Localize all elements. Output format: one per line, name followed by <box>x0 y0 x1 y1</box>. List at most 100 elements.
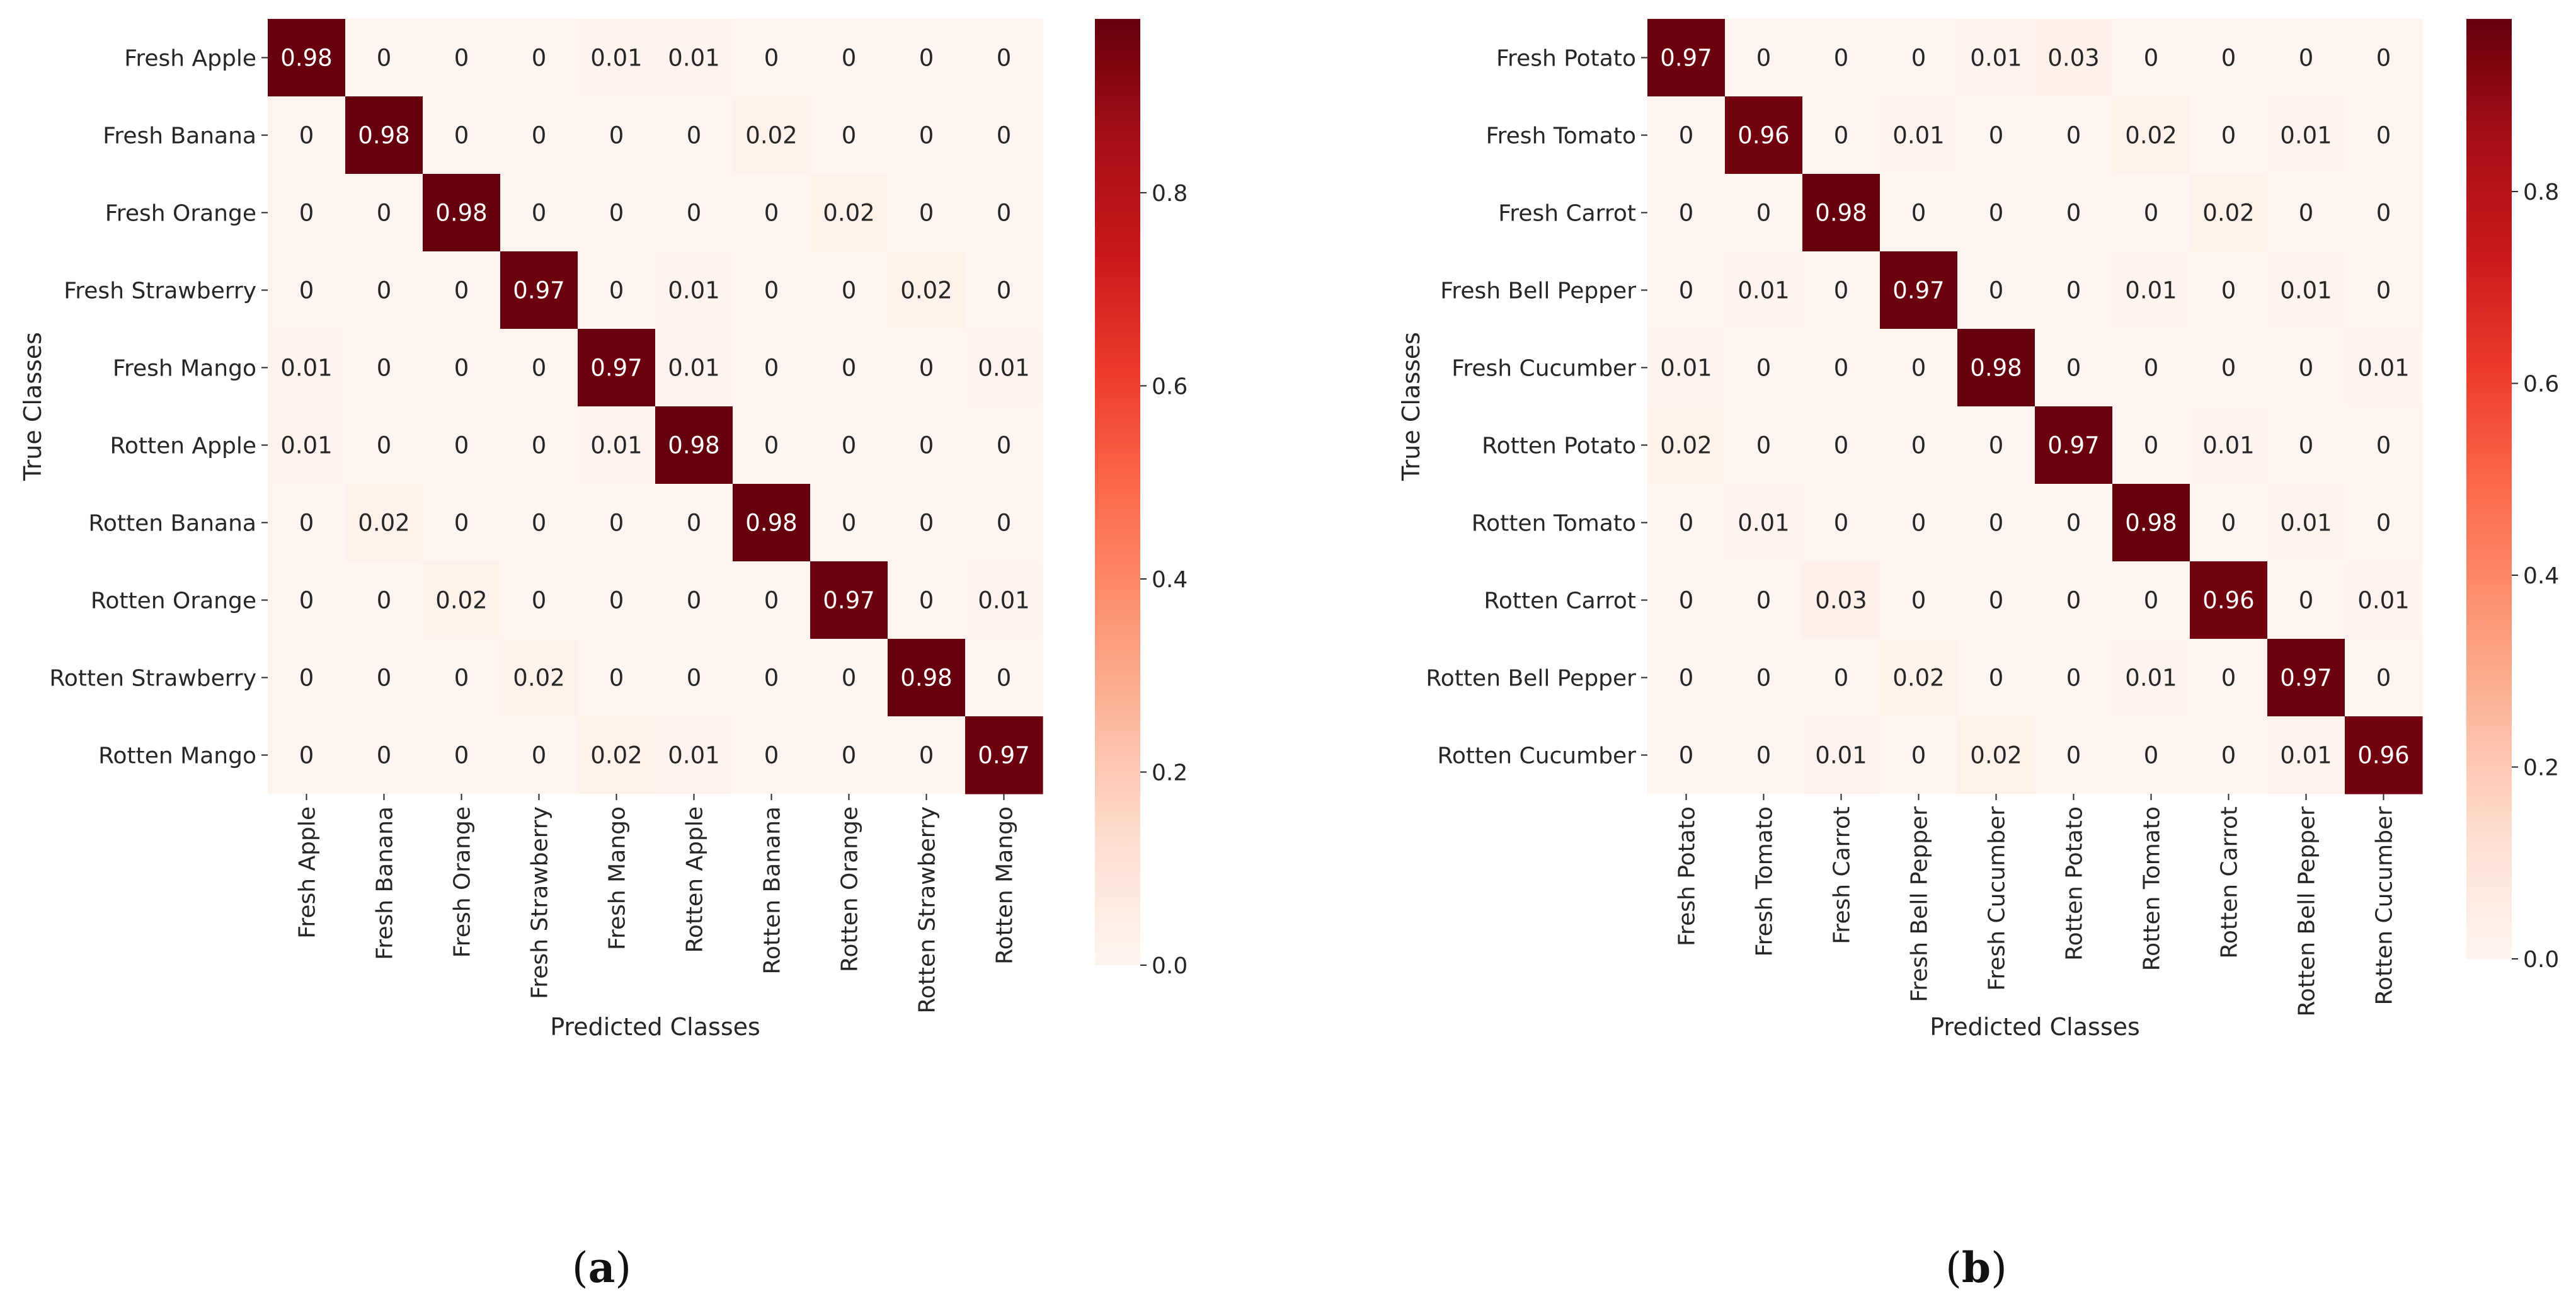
cell-value-label: 0 <box>1834 432 1849 459</box>
heatmap-cell <box>500 174 578 252</box>
heatmap-cell <box>268 484 346 562</box>
heatmap-cell <box>810 561 888 639</box>
heatmap-cell <box>2035 561 2113 639</box>
heatmap-cell <box>268 406 346 484</box>
heatmap-cell <box>810 329 888 407</box>
cell-value-label: 0 <box>842 277 857 304</box>
heatmap-cell <box>1647 251 1726 329</box>
heatmap-cell <box>345 19 423 97</box>
y-tick-label: Fresh Strawberry <box>64 278 256 304</box>
heatmap-cell <box>888 329 966 407</box>
cell-value-label: 0 <box>1679 510 1694 537</box>
heatmap-cell <box>1880 19 1958 97</box>
heatmap-cell <box>2345 561 2423 639</box>
cell-value-label: 0 <box>532 432 547 459</box>
cell-value-label: 0 <box>299 200 314 227</box>
heatmap-cell <box>423 329 501 407</box>
cell-value-label: 0 <box>997 665 1012 692</box>
heatmap-cell <box>2035 329 2113 407</box>
y-tick-label: Rotten Mango <box>98 743 256 769</box>
x-tick-label: Rotten Apple <box>682 806 708 953</box>
cell-value-label: 0.01 <box>590 432 642 459</box>
cell-value-label: 0 <box>1911 45 1926 72</box>
heatmap-cell <box>733 561 811 639</box>
heatmap-cell <box>965 96 1043 175</box>
heatmap-cell <box>345 329 423 407</box>
cell-value-label: 0 <box>764 587 779 614</box>
heatmap-cell <box>2035 19 2113 97</box>
heatmap-cell <box>1880 251 1958 329</box>
cell-value-label: 0 <box>687 200 702 227</box>
cell-value-label: 0 <box>454 45 469 72</box>
cell-value-label: 0 <box>2221 277 2236 304</box>
cell-value-label: 0 <box>299 122 314 149</box>
cell-value-label: 0 <box>1911 355 1926 382</box>
cell-value-label: 0 <box>1989 277 2004 304</box>
heatmap-cell <box>1725 406 1803 484</box>
heatmap-cell <box>1647 716 1726 794</box>
heatmap-cell <box>2190 406 2268 484</box>
heatmap-cell <box>1802 561 1880 639</box>
y-tick-label: Fresh Apple <box>124 46 256 72</box>
cell-value-label: 0 <box>1756 432 1772 459</box>
cell-value-label: 0 <box>1679 277 1694 304</box>
cell-value-label: 0.01 <box>1815 742 1867 769</box>
colorbar <box>1095 19 1140 965</box>
cell-value-label: 0 <box>377 432 392 459</box>
cell-value-label: 0 <box>997 432 1012 459</box>
x-tick-label: Rotten Bell Pepper <box>2294 806 2320 1017</box>
cell-value-label: 0 <box>1989 200 2004 227</box>
heatmap-cell <box>578 19 656 97</box>
cell-value-label: 0 <box>997 45 1012 72</box>
cell-value-label: 0 <box>1989 665 2004 692</box>
cell-value-label: 0.01 <box>668 45 719 72</box>
cell-value-label: 0.01 <box>2125 665 2177 692</box>
cell-value-label: 0 <box>2144 355 2159 382</box>
cell-value-label: 0.01 <box>280 432 332 459</box>
heatmap-cell <box>733 716 811 794</box>
cell-value-label: 0 <box>1679 587 1694 614</box>
heatmap-cell <box>655 251 733 329</box>
x-tick-label: Fresh Apple <box>295 806 321 939</box>
cell-value-label: 0.01 <box>1970 45 2022 72</box>
cell-value-label: 0 <box>764 742 779 769</box>
cell-value-label: 0 <box>2376 122 2391 149</box>
heatmap-cell <box>500 484 578 562</box>
cell-value-label: 0 <box>609 200 624 227</box>
heatmap-cell <box>2267 639 2345 717</box>
heatmap-cell <box>1725 484 1803 562</box>
cell-value-label: 0.02 <box>2125 122 2177 149</box>
heatmap-cell <box>1725 639 1803 717</box>
cell-value-label: 0 <box>1911 587 1926 614</box>
heatmap-cell <box>345 484 423 562</box>
heatmap-cell <box>1957 251 2035 329</box>
cell-value-label: 0 <box>532 587 547 614</box>
cell-value-label: 0 <box>1834 355 1849 382</box>
cell-value-label: 0 <box>2299 587 2314 614</box>
cell-value-label: 0 <box>299 510 314 537</box>
cell-value-label: 0.01 <box>2280 510 2332 537</box>
heatmap-cell <box>2035 484 2113 562</box>
cell-value-label: 0 <box>997 510 1012 537</box>
cell-value-label: 0 <box>997 277 1012 304</box>
cell-value-label: 0 <box>919 45 934 72</box>
cell-value-label: 0 <box>454 510 469 537</box>
heatmap-cell <box>2112 19 2190 97</box>
heatmap-cell <box>655 96 733 175</box>
cell-value-label: 0 <box>532 45 547 72</box>
heatmap-cell <box>810 174 888 252</box>
heatmap-cell <box>578 639 656 717</box>
heatmap-cell <box>810 251 888 329</box>
heatmap-cell <box>2267 251 2345 329</box>
cell-value-label: 0.98 <box>1815 200 1867 227</box>
heatmap-cell <box>965 561 1043 639</box>
heatmap-cell <box>655 329 733 407</box>
y-axis-label: True Classes <box>1397 332 1425 481</box>
cell-value-label: 0 <box>2221 742 2236 769</box>
cell-value-label: 0.01 <box>2357 587 2409 614</box>
heatmap-cell <box>1802 329 1880 407</box>
heatmap-cell <box>1725 561 1803 639</box>
heatmap-cell <box>1957 406 2035 484</box>
heatmap-cell <box>2035 174 2113 252</box>
heatmap-cell <box>578 716 656 794</box>
